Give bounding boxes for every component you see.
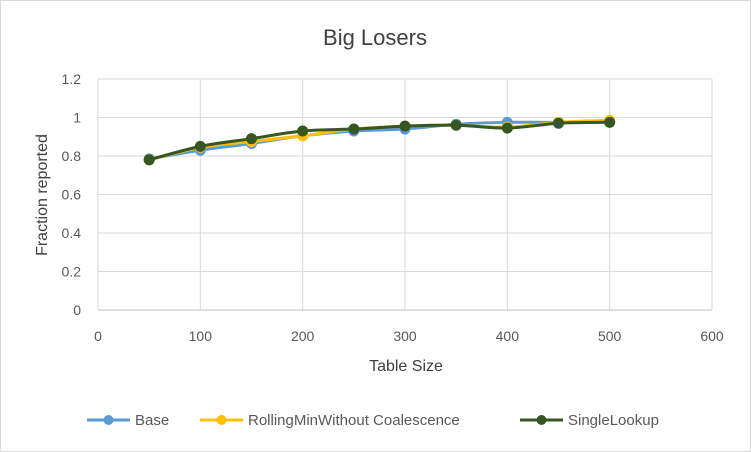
y-axis-ticks: 0 0.2 0.4 0.6 0.8 1 1.2 [62, 71, 82, 318]
y-tick-label: 0 [73, 302, 81, 318]
legend: Base RollingMinWithout Coalescence SingleL… [87, 412, 659, 429]
data-point [450, 119, 462, 131]
x-tick-label: 600 [700, 328, 724, 344]
series-layer [143, 114, 616, 166]
legend-item-base: Base [87, 412, 169, 429]
series-line-singlelookup [147, 120, 612, 162]
legend-item-rollingminwithout-coalescence: RollingMinWithout Coalescence [200, 412, 460, 429]
x-tick-label: 300 [393, 328, 417, 344]
axis-lines [97, 79, 712, 311]
series-rollingminwithout-coalescence [143, 114, 616, 166]
data-point [604, 116, 616, 128]
y-tick-label: 0.8 [62, 148, 82, 164]
legend-swatch-marker [103, 415, 114, 425]
x-axis-ticks: 0 100 200 300 400 500 600 [94, 328, 724, 344]
x-tick-label: 500 [598, 328, 622, 344]
data-point [194, 140, 206, 152]
y-tick-label: 1.2 [62, 71, 82, 87]
x-tick-label: 0 [94, 328, 102, 344]
y-tick-label: 0.2 [62, 264, 82, 280]
y-tick-label: 0.6 [62, 187, 82, 203]
data-point [399, 120, 411, 132]
data-point [348, 123, 360, 135]
legend-item-singlelookup: SingleLookup [520, 412, 659, 429]
gridlines [98, 78, 713, 310]
data-point [553, 117, 564, 129]
legend-label: RollingMinWithout Coalescence [248, 412, 460, 429]
series-singlelookup [143, 116, 616, 166]
data-point [297, 125, 309, 137]
y-axis-title: Fraction reported [34, 134, 51, 256]
data-point [143, 154, 155, 166]
legend-swatch-marker [536, 415, 547, 425]
x-axis-title: Table Size [369, 358, 443, 375]
data-point [246, 133, 257, 145]
legend-label: Base [135, 412, 169, 429]
series-line-base [147, 119, 612, 161]
y-tick-label: 1 [73, 110, 81, 126]
legend-swatch-marker [216, 415, 227, 425]
y-tick-label: 0.4 [62, 225, 82, 241]
x-tick-label: 100 [189, 328, 213, 344]
legend-label: SingleLookup [568, 412, 659, 429]
x-tick-label: 200 [291, 328, 315, 344]
data-point [501, 122, 513, 134]
chart-title: Big Losers [323, 25, 427, 50]
x-tick-label: 400 [496, 328, 520, 344]
